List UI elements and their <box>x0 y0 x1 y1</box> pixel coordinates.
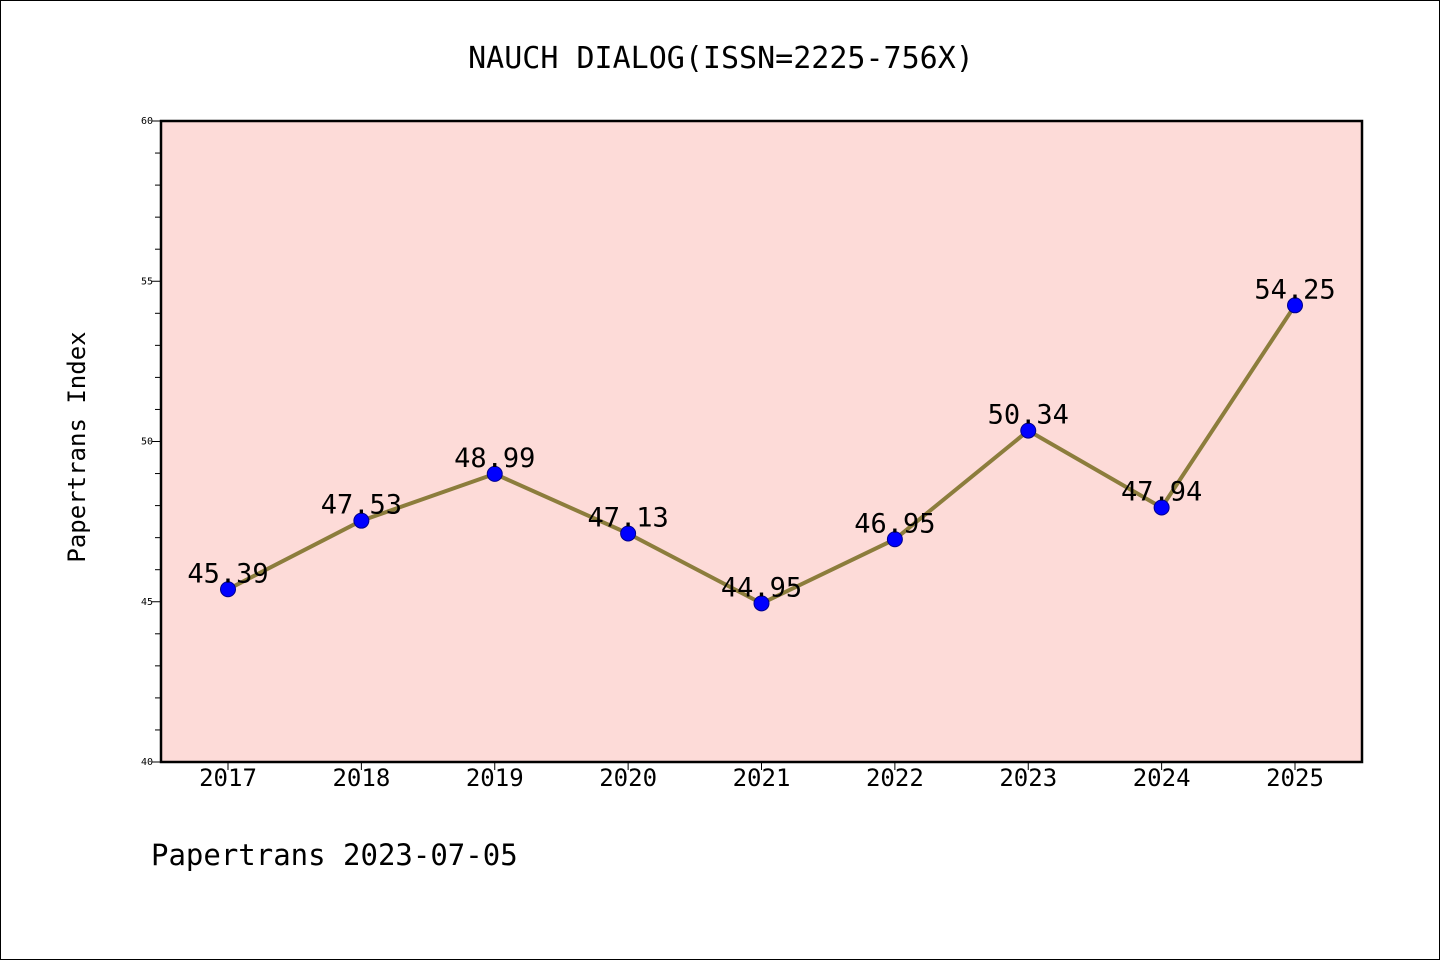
y-axis: 40 45 50 55 60 <box>141 116 161 768</box>
x-tick-label: 2022 <box>866 764 924 792</box>
data-label: 47.94 <box>1121 477 1202 508</box>
plot-area <box>159 119 1364 764</box>
x-tick-label: 2019 <box>466 764 524 792</box>
data-label: 44.95 <box>721 572 802 603</box>
x-tick-label: 2021 <box>733 764 791 792</box>
y-tick-label: 50 <box>141 437 153 448</box>
data-label: 46.95 <box>854 508 935 539</box>
footer-note: Papertrans 2023-07-05 <box>151 838 518 872</box>
y-tick-label: 60 <box>141 116 153 127</box>
data-point <box>620 525 637 542</box>
data-point <box>1287 297 1303 314</box>
x-tick-label: 2020 <box>599 764 657 792</box>
x-tick-label: 2024 <box>1133 764 1191 792</box>
x-tick-label: 2017 <box>199 764 257 792</box>
x-tick-label: 2023 <box>999 764 1057 792</box>
data-label: 47.13 <box>587 502 668 533</box>
data-label: 54.25 <box>1254 274 1335 305</box>
y-tick-label: 45 <box>141 597 153 608</box>
x-axis: 2017 2018 2019 2020 2021 2022 2023 2024 2025 <box>199 762 1324 792</box>
data-point <box>886 531 903 548</box>
chart-title: NAUCH DIALOG(ISSN=2225-756X) <box>468 41 974 76</box>
y-tick-label: 55 <box>141 276 153 287</box>
data-point <box>220 581 236 598</box>
data-label: 47.53 <box>321 490 402 521</box>
data-label: 45.39 <box>187 558 268 589</box>
data-point <box>1020 422 1037 439</box>
data-label: 48.99 <box>454 443 535 474</box>
data-point <box>486 465 503 482</box>
x-tick-label: 2018 <box>332 764 390 792</box>
data-point <box>753 595 770 612</box>
series-layer <box>220 297 1303 612</box>
data-label: 50.34 <box>988 400 1069 431</box>
data-labels: 45.39 47.53 48.99 47.13 44.95 46.95 50.34 47.94… <box>187 274 1335 603</box>
data-point <box>1153 499 1170 516</box>
data-point <box>353 512 370 529</box>
x-tick-label: 2025 <box>1266 764 1324 792</box>
y-tick-label: 40 <box>141 757 153 768</box>
y-axis-label: Papertrans Index <box>63 331 91 562</box>
